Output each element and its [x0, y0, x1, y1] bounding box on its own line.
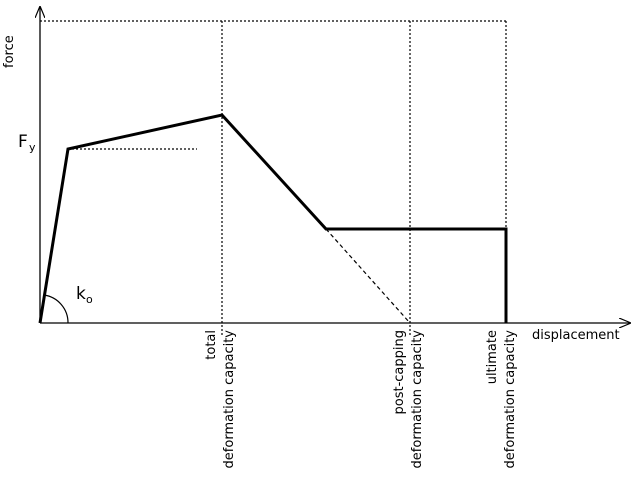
- svg-text:deformation capacity: deformation capacity: [410, 330, 425, 469]
- post-capping-extension: [325, 228, 411, 324]
- svg-text:post-capping: post-capping: [392, 330, 407, 415]
- y-axis-label: force: [2, 35, 17, 68]
- total-capacity-label: total deformation capacity: [204, 330, 237, 469]
- yield-force-symbol: F: [18, 132, 28, 152]
- yield-force-subscript: y: [29, 141, 36, 154]
- ultimate-capacity-label: ultimate deformation capacity: [485, 330, 518, 469]
- post-capping-capacity-label: post-capping deformation capacity: [392, 330, 425, 469]
- svg-text:total: total: [204, 330, 219, 360]
- stiffness-symbol: k: [76, 284, 86, 304]
- stiffness-arc: [43, 294, 69, 324]
- x-axis-label: displacement: [532, 328, 620, 343]
- svg-text:deformation capacity: deformation capacity: [503, 330, 518, 469]
- svg-text:ultimate: ultimate: [485, 330, 500, 384]
- backbone-curve: [38, 113, 508, 324]
- svg-text:deformation capacity: deformation capacity: [222, 330, 237, 469]
- stiffness-subscript: o: [86, 293, 93, 306]
